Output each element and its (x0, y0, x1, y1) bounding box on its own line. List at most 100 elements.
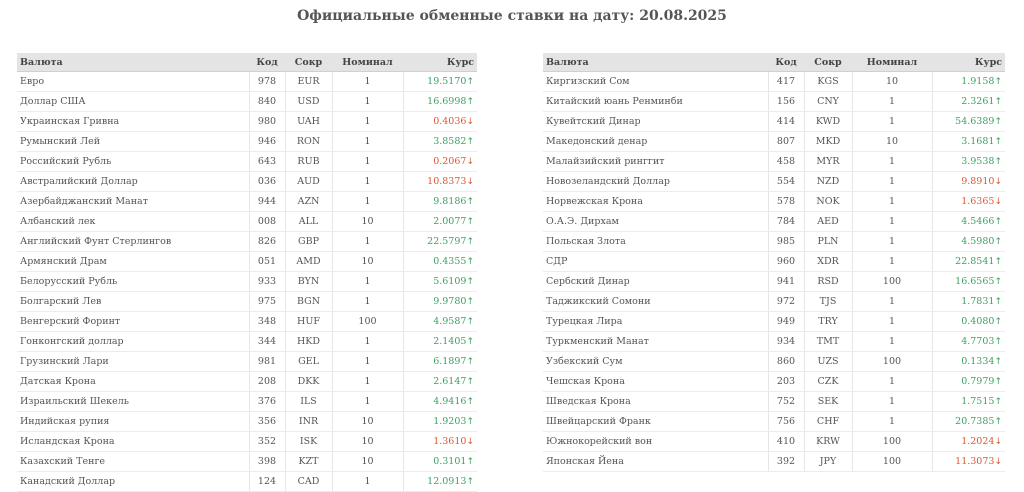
currency-code-cell: 840 (248, 91, 285, 112)
currency-abbr-cell: CZK (803, 371, 852, 392)
rate-cell: 22.8541↑ (931, 251, 1005, 272)
currency-code-cell: 156 (767, 91, 804, 112)
currency-code-cell: 944 (248, 191, 285, 212)
currency-name-cell: Исландская Крона (17, 431, 249, 452)
arrow-up-icon: ↑ (466, 417, 474, 427)
header-currency: Валюта (543, 53, 768, 72)
rate-cell: 16.6998↑ (402, 91, 477, 112)
rate-cell: 9.9780↑ (402, 291, 477, 312)
table-row: Венгерский Форинт 348 HUF 100 4.9587↑ (17, 311, 477, 332)
currency-abbr-cell: CNY (803, 91, 852, 112)
table-row: Датская Крона 208 DKK 1 2.6147↑ (17, 371, 477, 392)
arrow-down-icon: ↓ (466, 437, 474, 447)
currency-abbr-cell: JPY (803, 451, 852, 472)
table-row: Украинская Гривна 980 UAH 1 0.4036↓ (17, 111, 477, 132)
arrow-up-icon: ↑ (466, 297, 474, 307)
nominal-cell: 1 (331, 111, 403, 132)
currency-abbr-cell: KRW (803, 431, 852, 452)
nominal-cell: 1 (851, 311, 932, 332)
rate-value: 16.6565 (955, 276, 995, 287)
currency-code-cell: 934 (767, 331, 804, 352)
rate-value: 4.7703 (961, 336, 995, 347)
header-nominal: Номинал (332, 53, 403, 72)
table-row: Английский Фунт Стерлингов 826 GBP 1 22.5797… (17, 231, 477, 252)
rate-cell: 2.3261↑ (931, 91, 1005, 112)
table-row: Гонконгский доллар 344 HKD 1 2.1405↑ (17, 331, 477, 352)
rate-cell: 0.2067↓ (402, 151, 477, 172)
arrow-up-icon: ↑ (466, 317, 474, 327)
arrow-up-icon: ↑ (466, 477, 474, 487)
arrow-down-icon: ↓ (466, 157, 474, 167)
currency-abbr-cell: AMD (284, 251, 332, 272)
rate-value: 1.2024 (961, 436, 995, 447)
arrow-up-icon: ↑ (466, 277, 474, 287)
currency-abbr-cell: KGS (803, 71, 852, 92)
header-rate: Курс (403, 53, 477, 72)
rate-value: 3.9538 (961, 156, 995, 167)
currency-code-cell: 949 (767, 311, 804, 332)
nominal-cell: 1 (331, 91, 403, 112)
currency-name-cell: Азербайджанский Манат (17, 191, 249, 212)
currency-abbr-cell: SEK (803, 391, 852, 412)
currency-code-cell: 417 (767, 71, 804, 92)
currency-abbr-cell: RON (284, 131, 332, 152)
page-title: Официальные обменные ставки на дату: 20.… (297, 8, 727, 24)
currency-abbr-cell: TJS (803, 291, 852, 312)
currency-code-cell: 826 (248, 231, 285, 252)
currency-code-cell: 203 (767, 371, 804, 392)
currency-abbr-cell: RUB (284, 151, 332, 172)
currency-code-cell: 978 (248, 71, 285, 92)
rate-value: 0.4036 (433, 116, 467, 127)
arrow-up-icon: ↑ (466, 77, 474, 87)
table-row: Канадский Доллар 124 CAD 1 12.0913↑ (17, 471, 477, 492)
currency-name-cell: Грузинский Лари (17, 351, 249, 372)
currency-name-cell: Гонконгский доллар (17, 331, 249, 352)
arrow-up-icon: ↑ (466, 257, 474, 267)
table-row: Японская Йена 392 JPY 100 11.3073↓ (543, 451, 1005, 472)
currency-abbr-cell: DKK (284, 371, 332, 392)
table-row: Сербский Динар 941 RSD 100 16.6565↑ (543, 271, 1005, 292)
arrow-up-icon: ↑ (994, 217, 1002, 227)
arrow-up-icon: ↑ (466, 357, 474, 367)
table-row: Грузинский Лари 981 GEL 1 6.1897↑ (17, 351, 477, 372)
currency-abbr-cell: XDR (803, 251, 852, 272)
currency-code-cell: 981 (248, 351, 285, 372)
arrow-down-icon: ↓ (466, 117, 474, 127)
rate-cell: 10.8373↓ (402, 171, 477, 192)
rate-value: 4.5466 (961, 216, 995, 227)
rate-value: 9.9780 (433, 296, 467, 307)
nominal-cell: 100 (331, 311, 403, 332)
nominal-cell: 1 (851, 371, 932, 392)
currency-name-cell: Австралийский Доллар (17, 171, 249, 192)
currency-name-cell: Туркменский Манат (543, 331, 768, 352)
arrow-up-icon: ↑ (994, 237, 1002, 247)
arrow-up-icon: ↑ (994, 357, 1002, 367)
nominal-cell: 10 (851, 71, 932, 92)
nominal-cell: 1 (331, 271, 403, 292)
currency-code-cell: 960 (767, 251, 804, 272)
currency-abbr-cell: GBP (284, 231, 332, 252)
currency-code-cell: 975 (248, 291, 285, 312)
nominal-cell: 10 (851, 131, 932, 152)
table-row: Болгарский Лев 975 BGN 1 9.9780↑ (17, 291, 477, 312)
nominal-cell: 1 (331, 351, 403, 372)
arrow-up-icon: ↑ (466, 377, 474, 387)
arrow-up-icon: ↑ (994, 397, 1002, 407)
rate-cell: 20.7385↑ (931, 411, 1005, 432)
currency-name-cell: Шведская Крона (543, 391, 768, 412)
currency-code-cell: 980 (248, 111, 285, 132)
currency-name-cell: СДР (543, 251, 768, 272)
currency-name-cell: Новозеландский Доллар (543, 171, 768, 192)
currency-abbr-cell: NOK (803, 191, 852, 212)
table-row: Туркменский Манат 934 TMT 1 4.7703↑ (543, 331, 1005, 352)
currency-name-cell: Канадский Доллар (17, 471, 249, 492)
rate-cell: 2.6147↑ (402, 371, 477, 392)
rate-value: 12.0913 (427, 476, 467, 487)
rate-cell: 0.4355↑ (402, 251, 477, 272)
header-abbr: Сокр (804, 53, 852, 72)
arrow-up-icon: ↑ (466, 217, 474, 227)
rate-value: 3.8582 (433, 136, 467, 147)
header-code: Код (768, 53, 804, 72)
nominal-cell: 1 (851, 151, 932, 172)
nominal-cell: 1 (851, 291, 932, 312)
